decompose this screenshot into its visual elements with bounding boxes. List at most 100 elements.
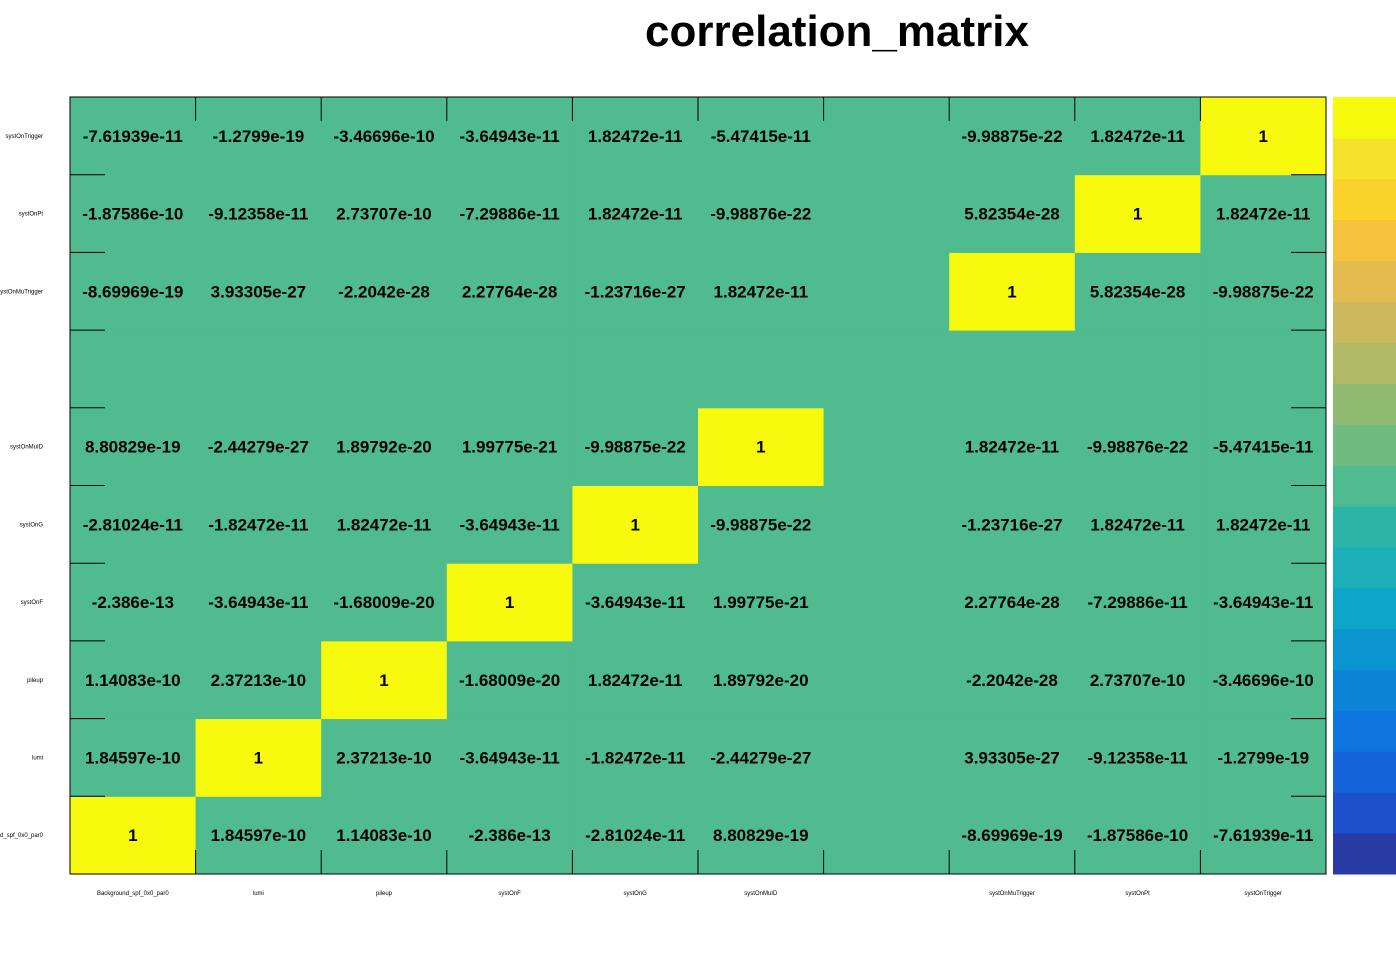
colorbar-segment (1333, 383, 1396, 425)
cell-value-label: -7.61939e-11 (83, 127, 183, 146)
cell-value-label: -3.64943e-11 (459, 127, 559, 146)
colorbar-segment (1333, 669, 1396, 711)
heatmap-cell (1074, 640, 1201, 720)
heatmap-cell (446, 485, 573, 564)
colorbar-segment (1333, 465, 1396, 507)
cell-value-label: -9.12358e-11 (208, 205, 308, 224)
cell-value-label: -1.23716e-27 (961, 515, 1062, 534)
cell-value-label: 2.27764e-28 (964, 593, 1059, 612)
cell-value-label: 1.82472e-11 (1090, 515, 1185, 534)
colorbar-segment (1333, 751, 1396, 793)
heatmap-cells (70, 97, 1327, 875)
cell-value-label: 1.82472e-11 (714, 282, 809, 301)
heatmap-cell (1074, 796, 1201, 875)
heatmap-cell (195, 330, 322, 409)
heatmap-cell (321, 330, 448, 409)
chart-title: correlation_matrix (645, 7, 1029, 56)
cell-value-label: -3.64943e-11 (585, 593, 685, 612)
heatmap-cell (698, 485, 825, 564)
cell-value-label: 1.99775e-21 (713, 593, 808, 612)
heatmap-cell (321, 407, 448, 486)
heatmap-cell (195, 407, 322, 486)
heatmap-cell (321, 640, 448, 720)
cell-value-label: 8.80829e-19 (85, 438, 180, 457)
cell-value-label: 1 (1258, 127, 1267, 146)
y-tick-label: pileup (27, 678, 44, 684)
colorbar-segment (1333, 178, 1396, 221)
heatmap-cell (1200, 563, 1327, 642)
cell-value-label: -7.29886e-11 (459, 205, 559, 224)
heatmap-cell (823, 407, 950, 486)
heatmap-cell (195, 563, 322, 642)
heatmap-cell (195, 485, 322, 564)
cell-value-label: 8.80829e-19 (713, 826, 808, 845)
heatmap-cell (698, 407, 825, 486)
y-tick-label: Background_spf_0x0_par0 (0, 833, 44, 839)
x-tick-label: pileup (376, 891, 393, 897)
heatmap-cell (823, 97, 950, 176)
colorbar-segment (1333, 301, 1396, 343)
cell-value-label: 1 (1133, 205, 1142, 224)
colorbar-segment (1333, 792, 1396, 834)
heatmap-cell (70, 796, 197, 875)
heatmap-cell (1200, 174, 1327, 253)
heatmap-cell (949, 796, 1076, 875)
heatmap-cell (446, 796, 573, 875)
heatmap-cell (446, 640, 573, 720)
cell-value-label: 2.37213e-10 (211, 671, 306, 690)
heatmap-cell (1200, 796, 1327, 875)
heatmap-cell (823, 796, 950, 875)
y-tick-label: systOnPt (19, 212, 44, 218)
colorbar-segment (1333, 628, 1396, 671)
heatmap-cell (823, 174, 950, 253)
heatmap-cell (1200, 640, 1327, 720)
x-tick-labels: Background_spf_0x0_par0 lumi pileup systOnF… (97, 891, 1282, 897)
cell-value-label: -9.98875e-22 (585, 438, 686, 457)
colorbar-segment (1333, 546, 1396, 589)
colorbar-segment (1333, 424, 1396, 466)
y-tick-label: systOnTrigger (6, 134, 43, 140)
cell-value-label: -2.81024e-11 (83, 515, 183, 534)
colorbar-segment (1333, 710, 1396, 752)
heatmap-cell (823, 640, 950, 720)
cell-value-label: 1 (630, 515, 639, 534)
cell-value-label: -1.2799e-19 (1217, 748, 1309, 767)
heatmap-cell (698, 563, 825, 642)
cell-value-label: -2.81024e-11 (585, 826, 685, 845)
cell-value-label: -1.23716e-27 (585, 282, 686, 301)
cell-value-label: -5.47415e-11 (711, 127, 811, 146)
heatmap-cell (321, 97, 448, 176)
cell-value-label: -8.69969e-19 (82, 282, 183, 301)
cell-value-label: -3.64943e-11 (1213, 593, 1313, 612)
heatmap-cell (446, 174, 573, 253)
heatmap-cell (1074, 97, 1201, 176)
y-tick-labels: Background_spf_0x0_par0 lumi pileup systOnF… (0, 134, 44, 839)
cell-value-label: -1.87586e-10 (82, 205, 183, 224)
cell-value-label: -3.64943e-11 (459, 748, 559, 767)
cell-value-label: 1.14083e-10 (85, 671, 180, 690)
cell-value-label: 2.73707e-10 (1090, 671, 1185, 690)
heatmap-cell (949, 330, 1076, 409)
heatmap-cell (1074, 330, 1201, 409)
heatmap-cell (446, 407, 573, 486)
cell-value-label: 1 (379, 671, 388, 690)
cell-value-label: -2.44279e-27 (208, 438, 309, 457)
cell-value-label: 1 (128, 826, 137, 845)
cell-value-label: 1.82472e-11 (1216, 515, 1311, 534)
colorbar-segment (1333, 97, 1396, 139)
cell-value-label: 1.99775e-21 (462, 438, 557, 457)
heatmap-cell (572, 640, 699, 720)
cell-value-label: -7.61939e-11 (1213, 826, 1313, 845)
heatmap-cell (823, 485, 950, 564)
heatmap-cell (195, 640, 322, 720)
heatmap-cell (949, 485, 1076, 564)
heatmap-cell (446, 718, 573, 797)
colorbar-segment (1333, 137, 1396, 180)
heatmap-cell (1074, 407, 1201, 486)
heatmap-cell (70, 174, 197, 253)
heatmap-cell (572, 252, 699, 331)
heatmap-cell (949, 563, 1076, 642)
cell-value-labels: 1 1.84597e-10 1.14083e-10 -2.386e-13 -2.8102… (82, 127, 1314, 845)
heatmap-cell (70, 563, 197, 642)
heatmap-cell (1200, 330, 1327, 409)
